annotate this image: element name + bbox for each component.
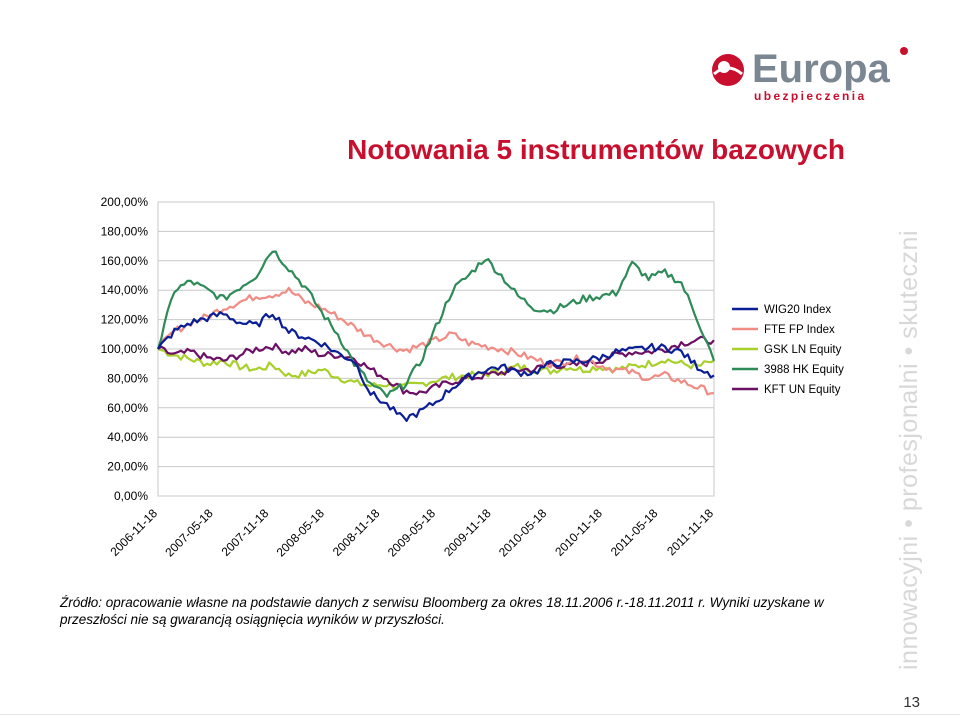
brand-mark-icon: Europa ubezpieczenia xyxy=(712,47,908,103)
x-tick-label: 2009-05-18 xyxy=(385,506,439,560)
y-tick-label: 140,00% xyxy=(101,283,149,297)
y-tick-label: 60,00% xyxy=(107,401,148,415)
brand-logo: Europa ubezpieczenia xyxy=(708,44,908,104)
y-tick-label: 120,00% xyxy=(101,313,149,327)
x-tick-label: 2006-11-18 xyxy=(107,506,160,559)
x-tick-label: 2011-05-18 xyxy=(608,506,661,559)
series-line xyxy=(156,250,716,398)
y-tick-label: 80,00% xyxy=(107,371,148,385)
page-title: Notowania 5 instrumentów bazowych xyxy=(347,134,845,165)
y-tick-label: 160,00% xyxy=(101,254,149,268)
x-tick-label: 2010-11-18 xyxy=(552,506,605,559)
series-line xyxy=(157,286,715,396)
y-tick-label: 200,00% xyxy=(101,195,149,209)
x-tick-label: 2011-11-18 xyxy=(664,506,716,558)
page-number: 13 xyxy=(903,694,920,711)
legend-label: KFT UN Equity xyxy=(764,384,841,396)
series-line xyxy=(157,335,715,396)
chart-grid xyxy=(157,201,715,497)
legend-label: WIG20 Index xyxy=(764,304,831,316)
legend-label: GSK LN Equity xyxy=(764,344,842,356)
x-tick-label: 2007-11-18 xyxy=(219,506,272,559)
y-axis: 200,00% 180,00% 160,00% 140,00% 120,00% 100,0… xyxy=(101,195,149,503)
brand-name: Europa xyxy=(752,47,891,91)
x-tick-label: 2008-11-18 xyxy=(330,506,383,559)
brand-tagline: ubezpieczenia xyxy=(754,89,867,103)
x-axis: 2006-11-18 2007-05-18 2007-11-18 2008-05-18… xyxy=(107,506,716,560)
slogan-vertical: innowacyjni • profesjonalni • skuteczni xyxy=(895,230,923,670)
chart-legend: WIG20 Index FTE FP Index GSK LN Equity 3988… xyxy=(732,304,844,396)
chart-series xyxy=(156,250,716,422)
line-chart: 200,00% 180,00% 160,00% 140,00% 120,00% 100,0… xyxy=(101,195,845,560)
source-note: Źródło: opracowanie własne na podstawie … xyxy=(60,595,824,627)
x-tick-label: 2010-05-18 xyxy=(496,506,550,560)
legend-label: FTE FP Index xyxy=(764,324,835,336)
legend-label: 3988 HK Equity xyxy=(764,364,844,376)
x-tick-label: 2007-05-18 xyxy=(162,506,216,560)
series-line xyxy=(157,347,715,390)
series-line xyxy=(157,311,715,422)
y-tick-label: 20,00% xyxy=(107,460,148,474)
x-tick-label: 2008-05-18 xyxy=(274,506,328,560)
y-tick-label: 40,00% xyxy=(107,430,148,444)
y-tick-label: 180,00% xyxy=(101,224,149,238)
y-tick-label: 100,00% xyxy=(101,342,149,356)
y-tick-label: 0,00% xyxy=(114,489,148,503)
bottom-divider xyxy=(0,714,960,715)
x-tick-label: 2009-11-18 xyxy=(441,506,494,559)
